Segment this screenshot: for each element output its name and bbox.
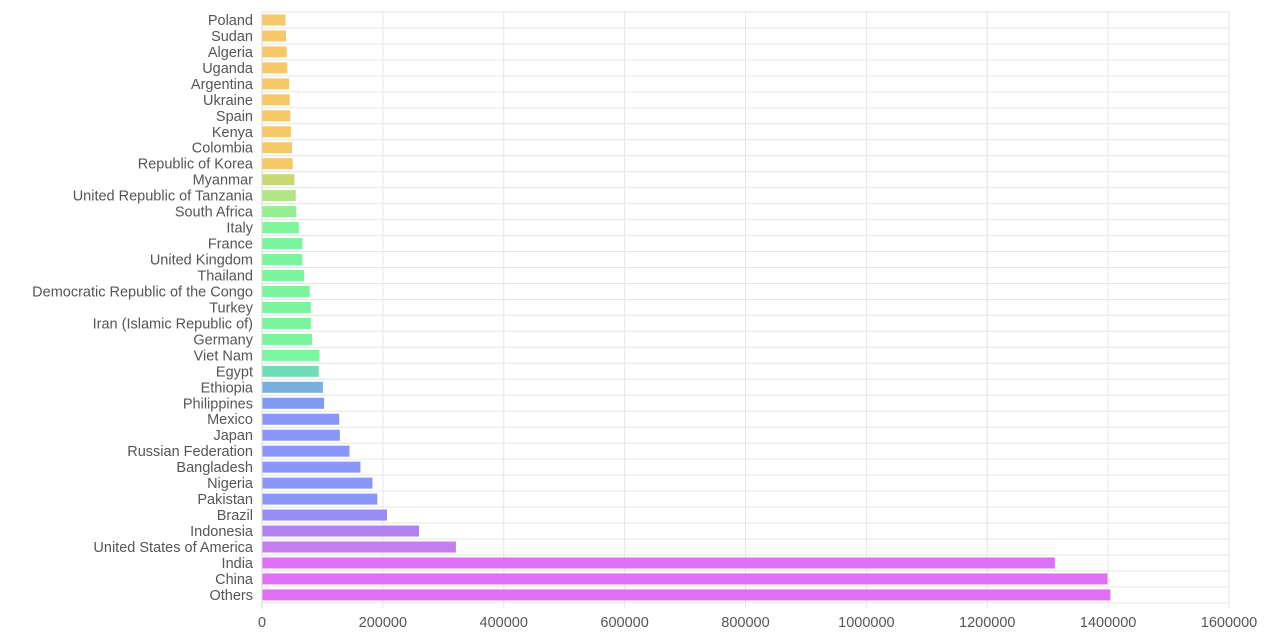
category-label: Thailand <box>197 269 253 285</box>
category-label: Sudan <box>211 29 253 45</box>
x-tick-label: 200000 <box>359 615 407 631</box>
bar-nigeria[interactable] <box>262 477 373 489</box>
category-label: Brazil <box>217 508 253 524</box>
category-label: Kenya <box>212 125 254 141</box>
bar-pakistan[interactable] <box>262 493 378 505</box>
category-label: Japan <box>213 428 253 444</box>
bar-japan[interactable] <box>262 429 340 441</box>
category-label: Bangladesh <box>176 460 253 476</box>
bar-republic-of-korea[interactable] <box>262 158 293 170</box>
bar-poland[interactable] <box>262 14 286 26</box>
bar-layer <box>262 14 1111 601</box>
bar-philippines[interactable] <box>262 397 325 409</box>
x-axis-ticks: 0 200000 400000 600000 800000 1000000 1200000 1… <box>258 615 1257 631</box>
category-label: Nigeria <box>207 476 254 492</box>
bar-algeria[interactable] <box>262 46 287 58</box>
bar-united-kingdom[interactable] <box>262 254 303 266</box>
category-label: Republic of Korea <box>138 157 254 173</box>
category-label: Pakistan <box>197 492 253 508</box>
category-label: Spain <box>216 109 253 125</box>
bar-myanmar[interactable] <box>262 174 295 186</box>
bar-france[interactable] <box>262 238 303 250</box>
bar-colombia[interactable] <box>262 142 293 154</box>
bar-others[interactable] <box>262 589 1111 601</box>
category-label: South Africa <box>175 205 254 221</box>
bar-bangladesh[interactable] <box>262 461 361 473</box>
category-label: Myanmar <box>193 173 254 189</box>
bar-germany[interactable] <box>262 333 313 345</box>
category-labels: PolandSudanAlgeriaUgandaArgentinaUkraine… <box>32 13 254 604</box>
bar-viet-nam[interactable] <box>262 349 320 361</box>
x-tick-label: 1000000 <box>838 615 894 631</box>
bar-united-states-of-america[interactable] <box>262 541 456 553</box>
bar-south-africa[interactable] <box>262 206 297 218</box>
bar-india[interactable] <box>262 557 1055 569</box>
bar-brazil[interactable] <box>262 509 388 521</box>
category-label: Ethiopia <box>201 380 254 396</box>
x-tick-label: 1600000 <box>1201 615 1257 631</box>
category-label: Russian Federation <box>127 444 253 460</box>
x-tick-label: 600000 <box>600 615 648 631</box>
category-label: United Kingdom <box>150 253 253 269</box>
category-label: Philippines <box>183 396 253 412</box>
category-label: Egypt <box>216 364 253 380</box>
x-tick-label: 800000 <box>721 615 769 631</box>
category-label: China <box>215 572 254 588</box>
category-label: Iran (Islamic Republic of) <box>93 316 253 332</box>
category-label: Turkey <box>209 300 254 316</box>
category-label: Germany <box>193 332 253 348</box>
grid-layer <box>261 11 1230 609</box>
bar-china[interactable] <box>262 573 1108 585</box>
category-label: United States of America <box>93 540 254 556</box>
bar-argentina[interactable] <box>262 78 290 90</box>
bar-turkey[interactable] <box>262 301 311 313</box>
bar-thailand[interactable] <box>262 270 305 282</box>
bar-sudan[interactable] <box>262 30 287 42</box>
category-label: United Republic of Tanzania <box>73 189 254 205</box>
bar-indonesia[interactable] <box>262 525 420 537</box>
bar-italy[interactable] <box>262 222 299 234</box>
x-tick-label: 0 <box>258 615 266 631</box>
category-label: Uganda <box>202 61 254 77</box>
category-label: Colombia <box>192 141 254 157</box>
bar-ethiopia[interactable] <box>262 381 323 393</box>
category-label: Democratic Republic of the Congo <box>32 284 253 300</box>
category-label: Viet Nam <box>194 348 253 364</box>
bar-mexico[interactable] <box>262 413 340 425</box>
x-tick-label: 1400000 <box>1080 615 1136 631</box>
category-label: Indonesia <box>190 524 254 540</box>
category-label: Mexico <box>207 412 253 428</box>
category-label: India <box>222 556 254 572</box>
x-tick-label: 400000 <box>480 615 528 631</box>
category-label: France <box>208 237 253 253</box>
bar-uganda[interactable] <box>262 62 288 74</box>
category-label: Italy <box>226 221 253 237</box>
category-label: Ukraine <box>203 93 253 109</box>
bar-spain[interactable] <box>262 110 291 122</box>
bar-russian-federation[interactable] <box>262 445 350 457</box>
category-label: Argentina <box>191 77 254 93</box>
x-tick-label: 1200000 <box>959 615 1015 631</box>
bar-democratic-republic-of-the-congo[interactable] <box>262 285 310 297</box>
category-label: Algeria <box>208 45 254 61</box>
bar-egypt[interactable] <box>262 365 319 377</box>
category-label: Poland <box>208 13 253 29</box>
bar-iran-islamic-republic-of[interactable] <box>262 317 311 329</box>
bar-united-republic-of-tanzania[interactable] <box>262 190 296 202</box>
bar-ukraine[interactable] <box>262 94 290 106</box>
category-label: Others <box>209 588 253 604</box>
bar-kenya[interactable] <box>262 126 291 138</box>
